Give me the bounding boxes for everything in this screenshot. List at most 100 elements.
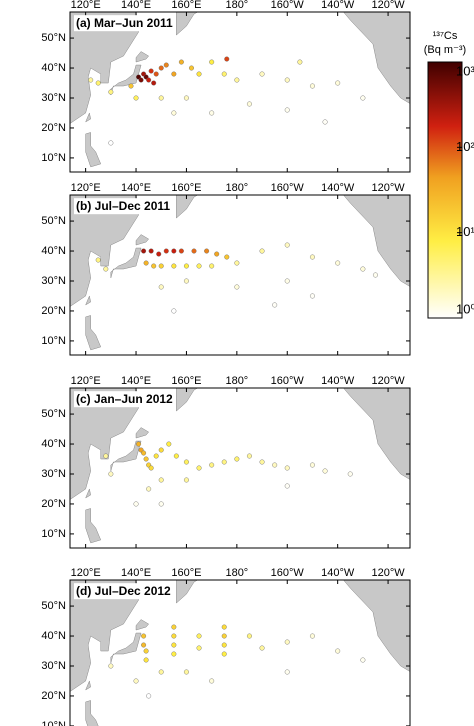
sample-point xyxy=(146,77,152,83)
sample-point xyxy=(108,140,114,146)
sample-point xyxy=(284,77,290,83)
sample-point xyxy=(171,633,177,639)
lon-tick-label: 120°E xyxy=(71,567,101,579)
sample-point xyxy=(143,648,149,654)
land xyxy=(110,440,142,472)
lat-tick-label: 30°N xyxy=(41,660,66,672)
sample-point xyxy=(183,278,189,284)
sample-point xyxy=(309,633,315,639)
land xyxy=(70,388,139,500)
sample-point xyxy=(108,89,114,95)
lat-tick-label: 30°N xyxy=(41,275,66,287)
sample-point xyxy=(128,83,134,89)
sample-point xyxy=(196,633,202,639)
lon-tick-label: 160°E xyxy=(171,182,201,194)
sample-point xyxy=(221,633,227,639)
sample-point xyxy=(234,284,240,290)
sample-point xyxy=(204,248,210,254)
sample-point xyxy=(146,486,152,492)
land xyxy=(135,427,150,439)
sample-point xyxy=(259,71,265,77)
lat-tick-label: 10°N xyxy=(41,528,66,540)
panel-label-bg xyxy=(74,391,176,408)
sample-point xyxy=(183,263,189,269)
colorbar-tick-label: 10³ xyxy=(456,63,474,78)
sample-point xyxy=(309,83,315,89)
sample-point xyxy=(309,254,315,260)
panel-label-bg xyxy=(74,583,174,600)
land xyxy=(135,619,150,631)
lon-tick-label: 140°W xyxy=(321,375,355,387)
lon-tick-label: 120°W xyxy=(372,375,406,387)
sample-point xyxy=(171,71,177,77)
lon-tick-label: 160°E xyxy=(171,567,201,579)
sample-point xyxy=(360,266,366,272)
lon-tick-label: 140°E xyxy=(121,375,151,387)
sample-point xyxy=(143,456,149,462)
lat-tick-label: 40°N xyxy=(41,62,66,74)
sample-point xyxy=(103,266,109,272)
lat-tick-label: 40°N xyxy=(41,438,66,450)
map-panel xyxy=(70,388,410,548)
sample-point xyxy=(335,260,341,266)
map-frame xyxy=(69,194,411,356)
sample-point xyxy=(143,657,149,663)
sample-point xyxy=(173,453,179,459)
sample-point xyxy=(259,645,265,651)
sample-point xyxy=(95,80,101,86)
lat-tick-label: 50°N xyxy=(41,600,66,612)
sample-point xyxy=(158,477,164,483)
lon-tick-label: 180° xyxy=(225,567,248,579)
sample-point xyxy=(246,633,252,639)
land xyxy=(85,315,102,351)
sample-point xyxy=(234,77,240,83)
sample-point xyxy=(234,456,240,462)
sample-point xyxy=(183,459,189,465)
colorbar-unit: (Bq m⁻³) xyxy=(424,44,466,56)
map-panel xyxy=(70,195,410,355)
lat-tick-label: 20°N xyxy=(41,690,66,702)
sample-point xyxy=(372,272,378,278)
land xyxy=(343,388,410,480)
sample-point xyxy=(143,260,149,266)
colorbar-title: ¹³⁷Cs xyxy=(433,30,458,42)
sample-point xyxy=(221,642,227,648)
sample-point xyxy=(196,645,202,651)
lat-tick-label: 50°N xyxy=(41,408,66,420)
panel-label: (a) Mar–Jun 2011 xyxy=(76,16,173,30)
sample-point xyxy=(171,263,177,269)
sample-point xyxy=(171,308,177,314)
sample-point xyxy=(272,462,278,468)
sample-point xyxy=(284,669,290,675)
lat-tick-label: 40°N xyxy=(41,245,66,257)
sample-point xyxy=(171,110,177,116)
lon-tick-label: 140°E xyxy=(121,0,151,11)
sample-point xyxy=(158,65,164,71)
land xyxy=(343,195,410,287)
sample-point xyxy=(148,68,154,74)
sample-point xyxy=(246,453,252,459)
sample-point xyxy=(183,669,189,675)
sample-point xyxy=(234,260,240,266)
sample-point xyxy=(148,248,154,254)
sample-point xyxy=(360,657,366,663)
lat-tick-label: 10°N xyxy=(41,152,66,164)
sample-point xyxy=(284,242,290,248)
sample-point xyxy=(136,441,142,447)
sample-point xyxy=(284,483,290,489)
lat-tick-label: 50°N xyxy=(41,215,66,227)
sample-point xyxy=(95,257,101,263)
land xyxy=(135,51,150,63)
sample-point xyxy=(146,693,152,699)
lon-tick-label: 160°W xyxy=(271,375,305,387)
lon-tick-label: 120°W xyxy=(372,0,406,11)
sample-point xyxy=(209,678,215,684)
sample-point xyxy=(259,248,265,254)
colorbar-tick-label: 10¹ xyxy=(456,224,474,239)
sample-point xyxy=(335,80,341,86)
land xyxy=(110,632,142,664)
sample-point xyxy=(151,80,157,86)
sample-point xyxy=(347,471,353,477)
sample-point xyxy=(224,254,230,260)
sample-point xyxy=(209,462,215,468)
